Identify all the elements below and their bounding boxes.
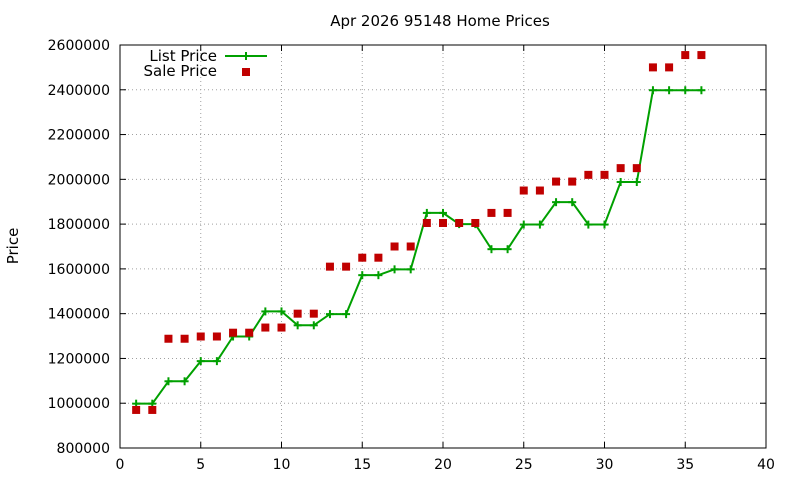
y-tick-label: 1600000 [48,262,110,278]
sale-price-point [358,253,367,262]
sale-price-point [277,323,286,332]
sale-price-point [229,328,238,337]
sale-price-point [196,332,205,341]
y-tick-label: 2600000 [48,38,110,54]
legend-swatch-sale-price [242,68,250,76]
sale-price-point [665,63,674,72]
list-price-point [261,307,270,316]
list-price-point [697,86,706,95]
legend-sale-marker [242,68,250,76]
y-tick-label: 2400000 [48,83,110,99]
y-tick-label: 1000000 [48,396,110,412]
list-price-point [681,86,690,95]
sale-price-point [568,177,577,186]
legend-label-list-price: List Price [149,47,217,65]
list-price-point [552,198,561,207]
list-price-point [632,178,641,187]
x-tick-label: 20 [434,457,452,473]
list-price-point [439,208,447,217]
list-price-point [616,178,625,187]
list-price-point [648,86,657,95]
list-price-point [519,220,528,229]
sale-price-point [471,218,480,227]
list-price-point [277,307,286,316]
x-tick-label: 30 [596,457,614,473]
x-tick-label: 25 [515,457,533,473]
list-price-point [164,377,173,386]
legend: List Price Sale Price [144,47,267,80]
sale-price-point [616,164,625,173]
sale-price-point [164,334,173,343]
y-tick-label: 1800000 [48,217,110,233]
list-price-point [535,220,544,229]
x-tick-label: 40 [757,457,775,473]
sale-price-point [600,170,609,179]
legend-label-sale-price: Sale Price [144,62,217,80]
legend-swatch-list-price [225,52,267,60]
sale-price-point [519,186,528,195]
sale-price-point [132,405,141,414]
y-tick-label: 800000 [57,441,110,457]
sale-price-point [293,309,302,318]
axis-ticks: 0 5 10 15 20 25 30 35 40 800000 1000000 1200000 1400… [48,38,775,473]
sale-price-point [309,309,318,318]
x-tick-label: 15 [353,457,371,473]
list-price-point [487,245,496,254]
sale-price-point [245,328,254,337]
chart-title: Apr 2026 95148 Home Prices [330,12,550,30]
sale-price-point [681,51,690,60]
sale-price-point [390,242,399,251]
list-price-point [196,357,205,366]
list-price-point [293,321,302,330]
sale-price-point [180,334,189,343]
list-price-point [665,86,674,95]
list-price-point [600,220,609,229]
list-price-line [136,89,702,405]
sale-price-point [148,405,157,414]
sale-price-point [648,63,657,72]
sale-price-point [406,242,415,251]
sale-price-point [503,208,512,217]
sale-price-point [212,332,221,341]
y-tick-label: 2200000 [48,128,110,144]
x-tick-label: 35 [676,457,694,473]
sale-price-point [342,262,351,271]
x-tick-label: 0 [116,457,125,473]
list-price-point [180,377,189,386]
list-price-point [342,310,351,319]
sale-price-point [422,218,431,227]
list-price-point [584,220,593,229]
y-tick-label: 2000000 [48,172,110,188]
sale-price-point [552,177,561,186]
list-price-point [212,357,221,366]
list-price-point [568,198,577,207]
sale-price-point [584,170,593,179]
sale-price-point [325,262,334,271]
sale-price-point [455,218,464,227]
y-tick-label: 1400000 [48,307,110,323]
grid-lines [120,45,766,448]
list-price-point [325,310,334,319]
y-tick-label: 1200000 [48,351,110,367]
x-tick-label: 10 [273,457,291,473]
list-price-point [406,265,415,274]
sale-price-point [439,218,447,227]
list-price-point [358,271,367,280]
sale-price-point [261,323,270,332]
y-axis-label: Price [4,228,22,265]
sale-price-point [632,164,641,173]
list-price-point [374,271,383,280]
list-price-point [309,321,318,330]
list-price-point [503,245,512,254]
list-price-point [422,208,431,217]
x-tick-label: 5 [196,457,205,473]
sale-price-point [535,186,544,195]
sale-price-point [374,253,383,262]
series-layer [132,51,706,414]
list-price-point [390,265,399,274]
sale-price-point [697,51,706,60]
sale-price-point [487,208,496,217]
